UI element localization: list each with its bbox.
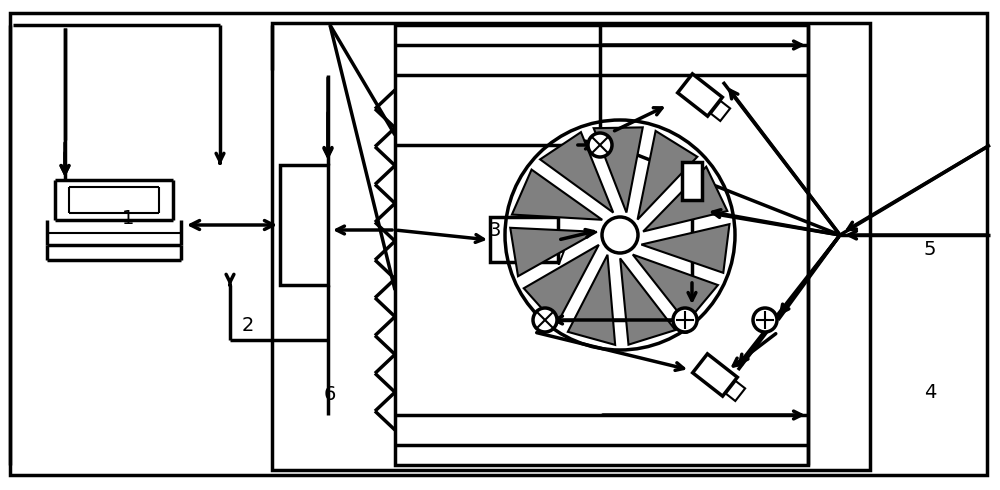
Polygon shape bbox=[510, 228, 597, 276]
Polygon shape bbox=[641, 224, 729, 273]
Circle shape bbox=[753, 308, 777, 332]
Bar bbox=[490, 217, 558, 262]
Text: 2: 2 bbox=[242, 317, 254, 335]
Text: 4: 4 bbox=[924, 383, 936, 401]
Polygon shape bbox=[726, 381, 745, 401]
Bar bbox=[682, 162, 702, 200]
Polygon shape bbox=[540, 132, 613, 213]
Polygon shape bbox=[512, 170, 602, 220]
Polygon shape bbox=[594, 127, 643, 213]
Polygon shape bbox=[711, 101, 730, 121]
Bar bbox=[272, 23, 870, 470]
Circle shape bbox=[588, 133, 612, 157]
Circle shape bbox=[533, 308, 557, 332]
Polygon shape bbox=[638, 131, 697, 220]
Circle shape bbox=[673, 308, 697, 332]
Polygon shape bbox=[524, 245, 599, 325]
Bar bbox=[280, 165, 328, 285]
Polygon shape bbox=[643, 167, 727, 231]
Text: 1: 1 bbox=[122, 209, 134, 227]
Text: 7: 7 bbox=[554, 250, 566, 269]
Circle shape bbox=[602, 217, 638, 253]
Polygon shape bbox=[620, 258, 675, 344]
Text: 5: 5 bbox=[924, 241, 936, 259]
Polygon shape bbox=[678, 74, 722, 116]
Polygon shape bbox=[633, 255, 718, 323]
Polygon shape bbox=[693, 354, 737, 396]
Text: 8: 8 bbox=[679, 319, 691, 338]
Text: 3: 3 bbox=[489, 221, 501, 240]
Bar bbox=[395, 25, 808, 465]
Polygon shape bbox=[568, 255, 615, 345]
Text: 6: 6 bbox=[324, 385, 336, 404]
